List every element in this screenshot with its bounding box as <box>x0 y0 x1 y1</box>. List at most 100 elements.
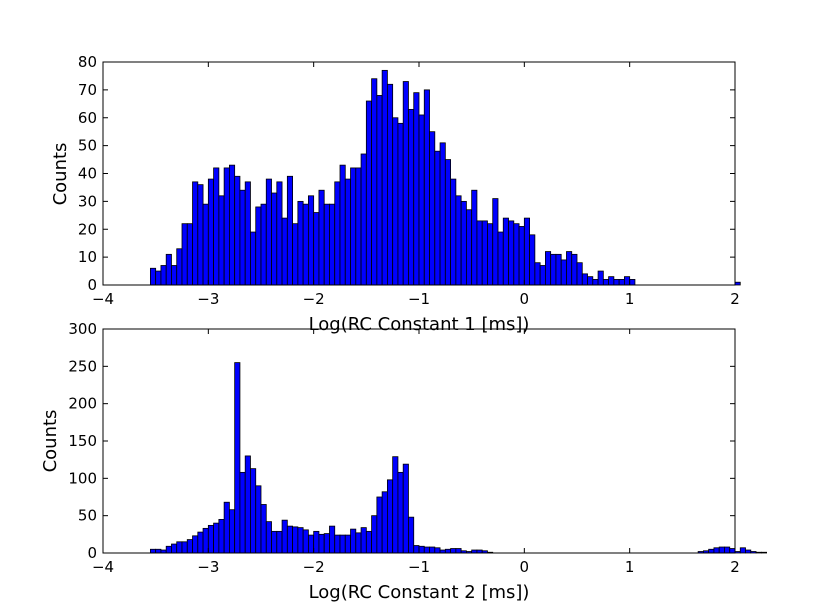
bar <box>508 220 515 286</box>
bar <box>439 142 446 286</box>
x-tick-label: 0 <box>520 558 530 576</box>
bar <box>413 545 420 554</box>
bar <box>371 515 378 554</box>
bar <box>523 217 530 286</box>
bar <box>192 535 199 554</box>
bar <box>571 253 578 286</box>
bar <box>149 267 157 286</box>
bar <box>223 501 230 554</box>
bar <box>260 203 267 286</box>
bar <box>202 203 209 286</box>
bar <box>297 200 304 286</box>
bar <box>713 547 720 554</box>
bar <box>334 181 341 286</box>
bar <box>386 83 394 286</box>
bar <box>471 189 478 286</box>
bar <box>165 253 172 286</box>
bar <box>307 195 315 286</box>
bar <box>418 114 425 286</box>
bar <box>186 539 193 554</box>
bar <box>250 231 257 286</box>
bar <box>613 279 620 286</box>
xlabel-top: Log(RC Constant 1 [ms]) <box>309 314 530 335</box>
axes-frame-top <box>102 61 736 286</box>
bar <box>318 533 325 554</box>
bar <box>255 206 262 286</box>
bar <box>492 198 499 286</box>
bar <box>155 270 162 286</box>
bar <box>481 220 488 286</box>
bar <box>755 551 762 554</box>
x-tick-label: −2 <box>303 558 325 576</box>
bar <box>455 548 462 554</box>
bar <box>450 548 457 554</box>
bar <box>313 530 320 554</box>
bar <box>408 516 415 554</box>
bar <box>329 203 336 286</box>
y-tick-label: 250 <box>68 357 97 375</box>
histogram-bottom: −4 −3 −2 −1 0 1 2 0 50 100 150 200 250 300 Counts Log… <box>40 320 767 603</box>
y-tick-label: 80 <box>78 53 97 71</box>
bar <box>534 262 541 286</box>
bar <box>265 521 272 554</box>
x-tick-label: −4 <box>92 558 114 576</box>
bar <box>197 184 204 286</box>
ylabel-bottom: Counts <box>40 410 61 473</box>
bar <box>234 175 241 286</box>
bar <box>576 262 583 286</box>
bar <box>228 164 236 286</box>
bar <box>355 532 362 554</box>
bar <box>207 524 214 554</box>
bar <box>502 217 509 286</box>
bar <box>408 108 415 286</box>
bar <box>281 217 288 286</box>
bar <box>244 455 251 554</box>
bar <box>155 548 162 554</box>
bar <box>397 122 404 286</box>
ylabel-top: Counts <box>50 143 71 206</box>
bar <box>344 534 351 554</box>
bar <box>171 543 178 554</box>
bars-top <box>149 69 741 286</box>
bar <box>729 548 736 554</box>
bar <box>176 248 183 286</box>
y-tick-label: 70 <box>78 81 97 99</box>
bar <box>465 209 473 286</box>
bar <box>160 265 167 286</box>
bar <box>708 548 715 554</box>
bar <box>223 167 230 286</box>
bar <box>518 226 525 286</box>
bar <box>213 167 220 286</box>
bar <box>376 95 383 286</box>
bar <box>186 223 193 286</box>
bar <box>592 279 599 286</box>
bar <box>339 534 346 554</box>
bar <box>560 259 567 286</box>
bar <box>381 491 388 554</box>
bar <box>718 546 725 554</box>
bar <box>545 251 552 286</box>
bar <box>429 546 436 554</box>
bar <box>360 527 367 554</box>
bar <box>271 530 278 554</box>
bar <box>176 541 183 554</box>
bar <box>228 509 236 554</box>
y-tick-label: 0 <box>87 544 97 562</box>
bar <box>402 81 409 286</box>
x-tick-label: 2 <box>730 290 740 308</box>
bar <box>181 223 188 286</box>
bars-bottom <box>149 362 767 554</box>
bar <box>629 279 636 286</box>
bar <box>213 522 220 554</box>
bar <box>165 545 172 554</box>
bar <box>276 181 283 286</box>
bar <box>497 231 504 286</box>
bar <box>386 479 394 554</box>
bar <box>334 534 341 554</box>
y-tick-label: 60 <box>78 109 97 127</box>
bar <box>392 117 399 286</box>
bar <box>376 496 383 554</box>
bar <box>344 178 351 286</box>
bar <box>255 485 262 554</box>
